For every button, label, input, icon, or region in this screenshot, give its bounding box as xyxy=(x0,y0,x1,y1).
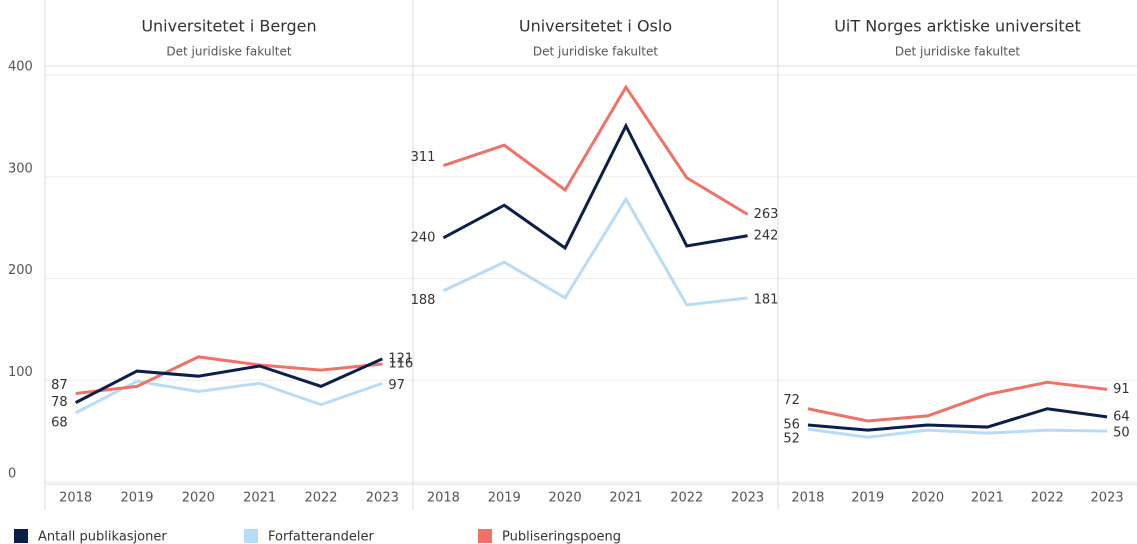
data-label: 56 xyxy=(783,418,800,433)
y-tick-label: 400 xyxy=(8,60,33,75)
series-line xyxy=(74,379,383,415)
panel-title: UiT Norges arktiske universitet xyxy=(834,17,1081,36)
x-tick-label: 2021 xyxy=(243,491,276,506)
x-tick-label: 2023 xyxy=(366,491,399,506)
legend-label: Forfatterandeler xyxy=(268,530,374,544)
data-label: 87 xyxy=(51,378,68,393)
data-label: 240 xyxy=(411,230,436,245)
x-tick-label: 2018 xyxy=(59,491,92,506)
data-label: 121 xyxy=(388,351,413,366)
x-tick-label: 2020 xyxy=(911,491,944,506)
data-label: 311 xyxy=(411,150,436,165)
series-line xyxy=(442,196,748,307)
data-label: 97 xyxy=(388,378,405,393)
series-line xyxy=(807,380,1108,423)
panel-title: Universitetet i Oslo xyxy=(519,17,672,36)
y-tick-label: 200 xyxy=(8,263,33,278)
data-label: 188 xyxy=(411,293,436,308)
panel-title: Universitetet i Bergen xyxy=(141,17,316,36)
x-tick-label: 2022 xyxy=(1031,491,1064,506)
data-label: 52 xyxy=(783,432,800,447)
x-tick-label: 2018 xyxy=(427,491,460,506)
x-tick-label: 2021 xyxy=(971,491,1004,506)
y-tick-label: 300 xyxy=(8,161,33,176)
x-tick-label: 2021 xyxy=(609,491,642,506)
y-tick-label: 100 xyxy=(8,365,33,380)
x-tick-label: 2023 xyxy=(731,491,764,506)
legend-swatch xyxy=(244,529,258,543)
panel-subtitle: Det juridiske fakultet xyxy=(895,45,1020,59)
legend-label: Antall publikasjoner xyxy=(38,530,167,544)
x-tick-label: 2019 xyxy=(120,491,153,506)
data-label: 181 xyxy=(754,292,779,307)
y-tick-label: 0 xyxy=(8,467,16,482)
x-tick-label: 2019 xyxy=(851,491,884,506)
x-tick-label: 2018 xyxy=(791,491,824,506)
series-line xyxy=(442,84,749,216)
legend-label: Publiseringspoeng xyxy=(502,530,621,544)
x-tick-label: 2023 xyxy=(1091,491,1124,506)
data-label: 78 xyxy=(51,395,68,410)
series-line xyxy=(807,427,1108,439)
data-label: 50 xyxy=(1113,426,1130,441)
series-line xyxy=(442,122,748,251)
data-label: 263 xyxy=(754,207,779,222)
x-tick-label: 2019 xyxy=(488,491,521,506)
panel-subtitle: Det juridiske fakultet xyxy=(533,45,658,59)
panel-subtitle: Det juridiske fakultet xyxy=(166,45,291,59)
legend-swatch xyxy=(478,529,492,543)
x-tick-label: 2020 xyxy=(182,491,215,506)
series-line xyxy=(75,355,383,395)
data-label: 68 xyxy=(51,415,68,430)
x-tick-label: 2022 xyxy=(304,491,337,506)
x-tick-label: 2022 xyxy=(670,491,703,506)
data-label: 64 xyxy=(1113,409,1130,424)
data-label: 116 xyxy=(388,356,413,371)
data-label: 91 xyxy=(1113,382,1130,397)
legend-swatch xyxy=(14,529,28,543)
data-label: 242 xyxy=(754,228,779,243)
x-tick-label: 2020 xyxy=(549,491,582,506)
series-line xyxy=(74,357,383,404)
series-line xyxy=(807,407,1108,432)
data-label: 72 xyxy=(783,393,800,408)
